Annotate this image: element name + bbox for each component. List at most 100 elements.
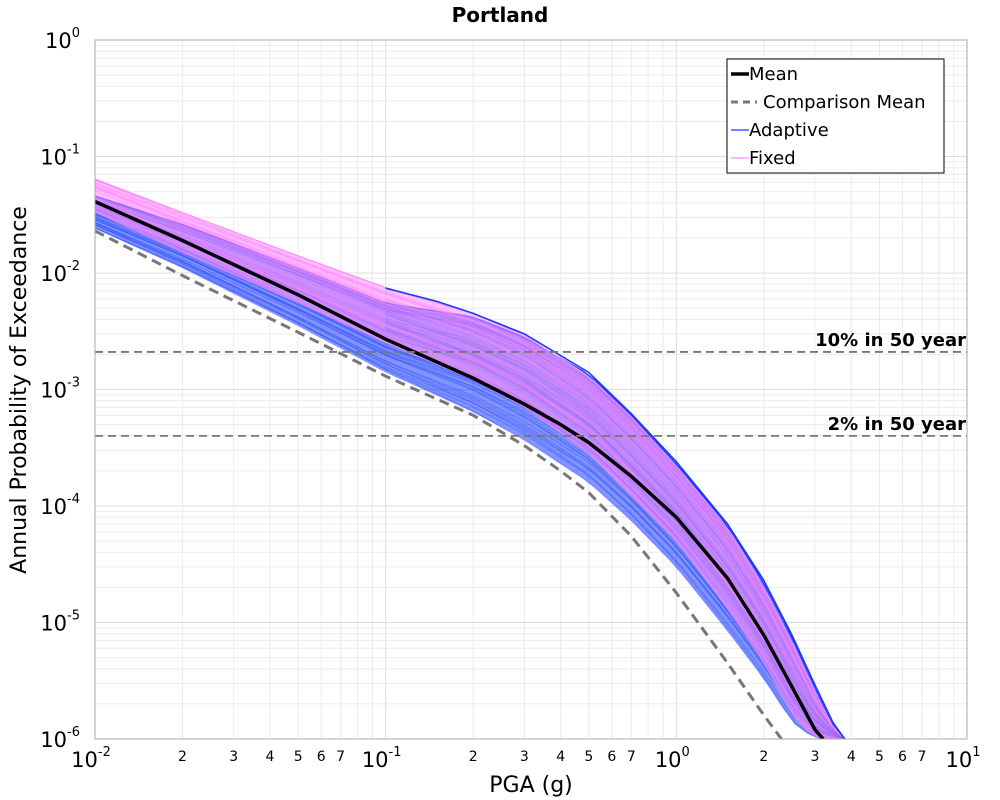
x-minor-tick-label: 3 (229, 749, 238, 765)
legend-label: Mean (749, 64, 798, 85)
realization-line (95, 205, 846, 739)
realization-line (95, 224, 845, 739)
realization-line (95, 218, 846, 739)
plot-area (95, 178, 846, 739)
realization-line (385, 307, 846, 739)
realization-line (95, 216, 846, 739)
x-minor-tick-label: 2 (759, 749, 768, 765)
realization-line (95, 186, 846, 739)
realization-line (95, 200, 846, 739)
x-minor-tick-label: 4 (556, 749, 565, 765)
realization-line (95, 219, 846, 739)
x-minor-tick-label: 7 (918, 749, 927, 765)
realization-line (95, 213, 846, 739)
realization-line (95, 201, 846, 739)
y-tick-label: 100 (45, 26, 80, 53)
realization-line (95, 182, 846, 739)
realization-line (385, 327, 846, 739)
realization-line (95, 194, 846, 739)
realization-line (95, 219, 846, 739)
realization-line (385, 327, 846, 739)
x-minor-tick-label: 5 (584, 749, 593, 765)
realization-line (95, 186, 846, 739)
realization-line (95, 222, 845, 739)
legend-label: Adaptive (749, 120, 829, 141)
x-minor-tick-label: 7 (336, 749, 345, 765)
chart-title: Portland (452, 3, 549, 27)
realization-line (95, 179, 846, 739)
realization-line (95, 201, 846, 739)
realization-line (95, 208, 846, 739)
x-minor-tick-label: 3 (520, 749, 529, 765)
comparison-mean-line (95, 229, 783, 739)
realization-line (95, 182, 846, 739)
realization-line (385, 327, 846, 739)
x-minor-tick-label: 4 (847, 749, 856, 765)
realization-line (385, 305, 846, 739)
y-axis-label: Annual Probability of Exceedance (7, 206, 32, 574)
adaptive-outlier-line (385, 287, 846, 739)
mean-line (95, 200, 825, 739)
plot-frame (94, 39, 968, 740)
realization-line (95, 187, 846, 739)
legend-label: Fixed (749, 148, 796, 169)
realization-line (95, 221, 846, 739)
x-axis-label: PGA (g) (489, 773, 573, 798)
realization-line (95, 186, 846, 739)
realization-line (385, 302, 846, 739)
x-minor-tick-label: 5 (875, 749, 884, 765)
realization-line (95, 199, 846, 739)
reference-line-label: 10% in 50 year (815, 330, 966, 351)
realization-line (385, 328, 846, 739)
realization-line (95, 208, 846, 739)
realization-line (95, 204, 846, 739)
x-tick-label: 100 (655, 745, 690, 772)
overlap-realizations (385, 298, 846, 739)
realization-line (95, 197, 846, 739)
realization-line (95, 200, 846, 739)
realization-line (95, 206, 845, 739)
realization-line (385, 314, 846, 739)
realization-line (95, 184, 846, 739)
realization-line (95, 205, 846, 739)
realization-line (95, 224, 845, 739)
realization-line (95, 180, 846, 739)
y-tick-label: 10-1 (40, 143, 80, 170)
y-tick-label: 10-6 (40, 725, 80, 752)
realization-line (95, 179, 846, 739)
realization-line (385, 314, 846, 739)
y-tick-label: 10-4 (40, 492, 80, 519)
realization-line (385, 313, 846, 739)
realization-line (95, 216, 846, 739)
realization-line (95, 196, 846, 739)
x-tick-label: 101 (945, 745, 980, 772)
x-minor-tick-label: 5 (294, 749, 303, 765)
legend-box (726, 58, 945, 174)
realization-line (95, 183, 846, 739)
y-tick-label: 10-3 (40, 376, 80, 403)
realization-line (95, 190, 846, 739)
realization-line (385, 326, 846, 739)
realization-line (95, 212, 846, 739)
x-tick-label: 10-1 (362, 745, 402, 772)
realization-line (95, 222, 845, 739)
realization-line (95, 187, 846, 739)
realization-line (95, 206, 846, 739)
realization-line (95, 205, 845, 739)
band-fill (95, 195, 845, 739)
realization-line (95, 198, 846, 739)
realization-line (385, 300, 846, 739)
realization-line (95, 207, 846, 739)
x-minor-tick-label: 6 (898, 749, 907, 765)
reference-lines: 10% in 50 year 2% in 50 year (95, 330, 967, 437)
legend-label: Comparison Mean (763, 92, 926, 113)
realization-line (95, 212, 845, 739)
realization-line (95, 190, 846, 739)
x-tick-label: 10-2 (71, 745, 111, 772)
realization-line (95, 201, 846, 739)
realization-line (95, 199, 846, 739)
realization-line (95, 185, 846, 739)
realization-line (95, 186, 846, 739)
